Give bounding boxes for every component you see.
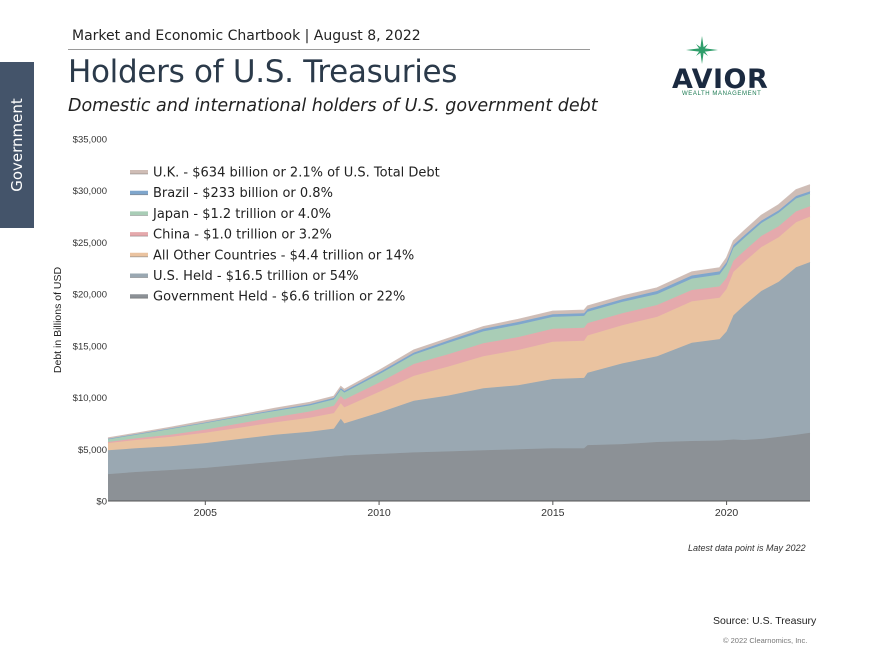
chartbook-header: Market and Economic Chartbook | August 8…	[72, 28, 421, 44]
chart-legend: U.K. - $634 billion or 2.1% of U.S. Tota…	[130, 166, 440, 305]
x-tick-label: 2005	[194, 507, 218, 519]
section-tab-government: Government	[0, 62, 34, 228]
chart-axes: $0 $5,000 $10,000 $15,000 $20,000 $25,000 $30,…	[73, 135, 810, 519]
y-tick-label: $5,000	[78, 445, 107, 456]
stacked-areas	[107, 184, 811, 501]
legend-entry: China - $1.0 trillion or 3.2%	[153, 228, 332, 243]
legend-entry: U.K. - $634 billion or 2.1% of U.S. Tota…	[153, 166, 440, 181]
area-edge-6	[107, 184, 811, 439]
y-tick-label: $20,000	[73, 290, 107, 301]
y-tick-label: $25,000	[73, 238, 107, 249]
latest-data-note: Latest data point is May 2022	[688, 543, 806, 553]
logo-tagline: WEALTH MANAGEMENT	[682, 91, 762, 97]
y-tick-label: $0	[96, 497, 107, 508]
legend-entry: Brazil - $233 billion or 0.8%	[153, 186, 333, 201]
page-subtitle: Domestic and international holders of U.…	[68, 96, 598, 116]
source-note: Source: U.S. Treasury	[713, 615, 817, 627]
y-tick-label: $10,000	[73, 393, 107, 404]
x-tick-label: 2015	[541, 507, 565, 519]
treasury-holders-chart: $0 $5,000 $10,000 $15,000 $20,000 $25,000 $30,…	[52, 135, 811, 519]
y-tick-label: $15,000	[73, 341, 107, 352]
area-series-1	[108, 262, 810, 475]
legend-entry: All Other Countries - $4.4 trillion or 1…	[153, 248, 414, 263]
logo-wordmark: AVIOR	[672, 64, 769, 95]
area-series-2	[108, 216, 810, 451]
y-tick-label: $30,000	[73, 186, 107, 197]
avior-star-icon	[686, 36, 718, 64]
legend-entry: Government Held - $6.6 trillion or 22%	[153, 290, 405, 305]
y-axis-label: Debt in Billions of USD	[52, 266, 64, 373]
area-series-0	[108, 432, 810, 501]
legend-entry: U.S. Held - $16.5 trillion or 54%	[153, 269, 359, 284]
legend-entry: Japan - $1.2 trillion or 4.0%	[152, 207, 331, 222]
y-tick-label: $35,000	[73, 135, 107, 146]
x-tick-label: 2020	[715, 507, 739, 519]
x-tick-label: 2010	[367, 507, 391, 519]
copyright-note: © 2022 Clearnomics, Inc.	[723, 636, 808, 645]
header-divider	[68, 49, 590, 50]
page-title: Holders of U.S. Treasuries	[68, 54, 458, 90]
